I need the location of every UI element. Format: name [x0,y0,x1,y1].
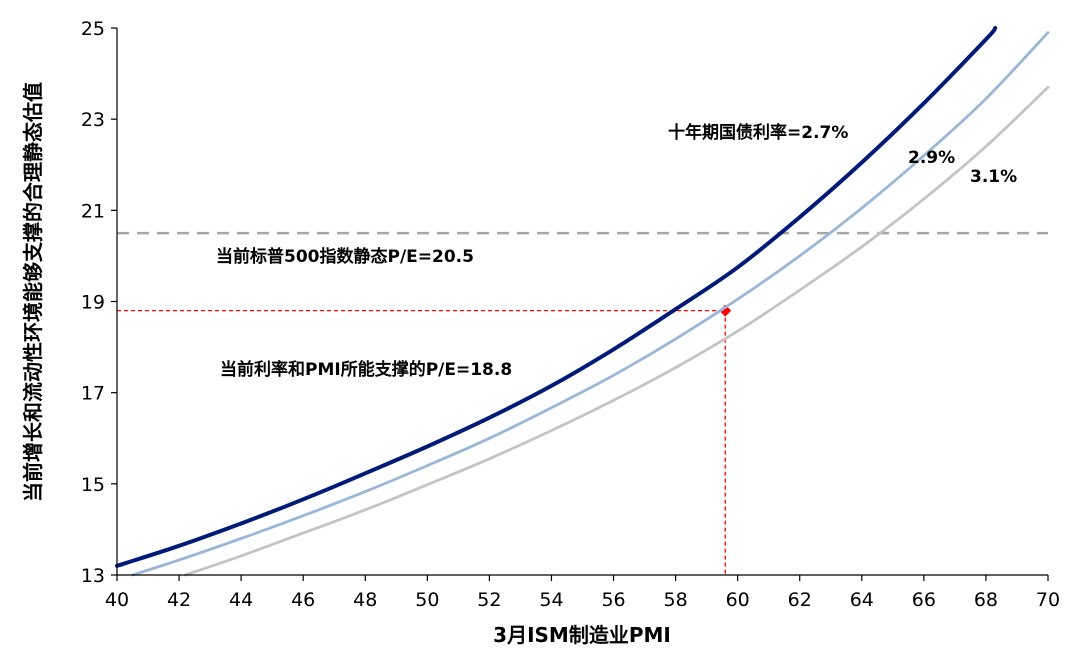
y-axis-title: 当前增长和流动性环境能够支撑的合理静态估值 [21,82,45,502]
y-tick-label: 23 [81,109,105,131]
y-tick-label: 19 [81,292,105,314]
x-tick-label: 48 [353,589,377,611]
x-tick-label: 50 [415,589,439,611]
current-point-marker [719,304,732,317]
x-tick-label: 54 [539,589,563,611]
series-line-1 [131,31,1050,577]
x-tick-label: 44 [229,589,253,611]
series-line-2 [183,85,1050,577]
x-tick-label: 58 [664,589,688,611]
x-tick-label: 62 [788,589,812,611]
series-label-1: 2.9% [908,148,955,168]
y-tick-label: 17 [81,383,105,405]
y-tick-label: 15 [81,474,105,496]
series-label-2: 3.1% [970,167,1017,187]
x-tick-label: 66 [912,589,936,611]
x-axis-title: 3月ISM制造业PMI [493,623,671,647]
x-tick-label: 60 [726,589,750,611]
x-tick-label: 42 [167,589,191,611]
x-tick-label: 64 [850,589,874,611]
y-tick-label: 21 [81,200,105,222]
x-tick-label: 46 [291,589,315,611]
series-line-0 [115,26,998,568]
current-point-label: 当前利率和PMI所能支撑的P/E=18.8 [220,359,512,380]
y-tick-label: 13 [81,565,105,587]
series-label-0: 十年期国债利率=2.7% [668,122,848,143]
x-tick-label: 68 [974,589,998,611]
reference-line-label: 当前标普500指数静态P/E=20.5 [216,246,474,267]
x-tick-label: 40 [105,589,129,611]
y-tick-label: 25 [81,18,105,40]
x-tick-label: 56 [601,589,625,611]
x-tick-label: 52 [477,589,501,611]
x-tick-label: 70 [1036,589,1060,611]
